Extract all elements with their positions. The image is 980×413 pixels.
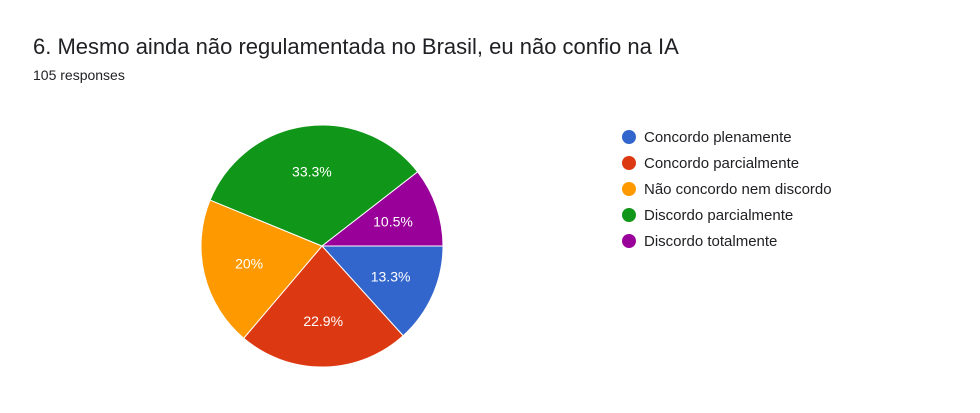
- legend-swatch: [622, 234, 636, 248]
- legend-swatch: [622, 182, 636, 196]
- response-count: 105 responses: [33, 67, 125, 83]
- legend-label: Concordo plenamente: [644, 128, 792, 146]
- chart-legend: Concordo plenamente Concordo parcialmente…: [622, 124, 832, 254]
- legend-label: Concordo parcialmente: [644, 154, 800, 172]
- slice-label-4: 33.3%: [292, 164, 332, 180]
- slice-label-1: 13.3%: [371, 268, 411, 284]
- legend-swatch: [622, 208, 636, 222]
- pie-slice-2[interactable]: [243, 245, 404, 368]
- pie-slice-4[interactable]: [209, 124, 419, 247]
- legend-item-5[interactable]: Discordo totalmente: [622, 228, 832, 254]
- legend-item-2[interactable]: Concordo parcialmente: [622, 150, 832, 176]
- legend-swatch: [622, 130, 636, 144]
- pie-slice-1[interactable]: [320, 245, 444, 337]
- legend-label: Não concordo nem discordo: [644, 180, 832, 198]
- pie-slice-3[interactable]: [200, 199, 323, 339]
- legend-item-1[interactable]: Concordo plenamente: [622, 124, 832, 150]
- slice-label-5: 10.5%: [373, 214, 413, 230]
- legend-label: Discordo totalmente: [644, 232, 778, 250]
- slice-label-3: 20%: [235, 256, 263, 272]
- chart-title: 6. Mesmo ainda não regulamentada no Bras…: [33, 34, 679, 59]
- legend-swatch: [622, 156, 636, 170]
- pie-slice-5[interactable]: [320, 171, 444, 247]
- legend-item-3[interactable]: Não concordo nem discordo: [622, 176, 832, 202]
- slice-label-2: 22.9%: [303, 313, 343, 329]
- legend-item-4[interactable]: Discordo parcialmente: [622, 202, 832, 228]
- legend-label: Discordo parcialmente: [644, 206, 794, 224]
